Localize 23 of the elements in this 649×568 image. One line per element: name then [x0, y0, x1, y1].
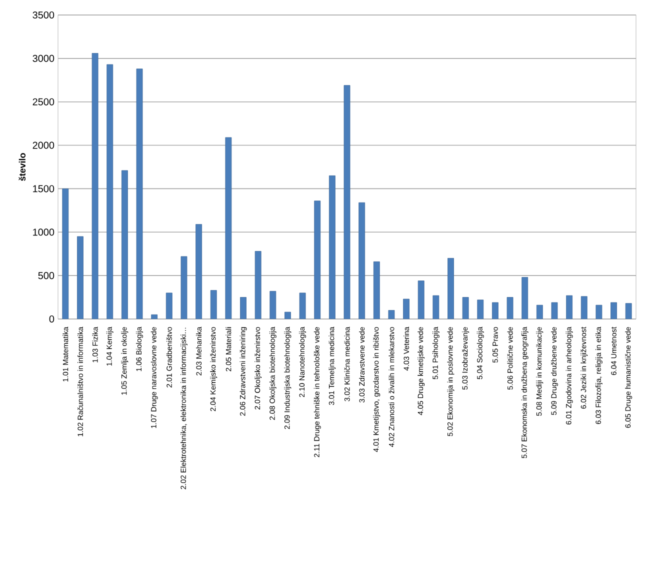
bar	[121, 170, 128, 319]
bar	[358, 202, 366, 319]
y-tick-label: 2000	[32, 142, 54, 149]
y-tick-label: 0	[49, 315, 54, 323]
y-tick-label: 500	[38, 272, 54, 280]
bar	[418, 280, 424, 319]
y-axis-title: število	[18, 153, 26, 181]
bar	[106, 64, 114, 319]
y-tick-label: 3500	[32, 11, 54, 19]
bar	[373, 261, 380, 319]
y-tick-label: 1000	[33, 228, 54, 236]
bar	[522, 277, 528, 319]
bar	[314, 200, 321, 319]
bar	[62, 188, 69, 319]
y-tick-label: 2500	[32, 98, 54, 106]
bar	[77, 236, 84, 319]
bar	[448, 258, 454, 319]
bar	[254, 251, 262, 319]
bar	[328, 175, 336, 319]
y-tick-label: 3000	[32, 54, 54, 62]
bar	[210, 290, 217, 319]
y-tick-label: 1500	[33, 185, 54, 192]
bar	[196, 224, 202, 319]
